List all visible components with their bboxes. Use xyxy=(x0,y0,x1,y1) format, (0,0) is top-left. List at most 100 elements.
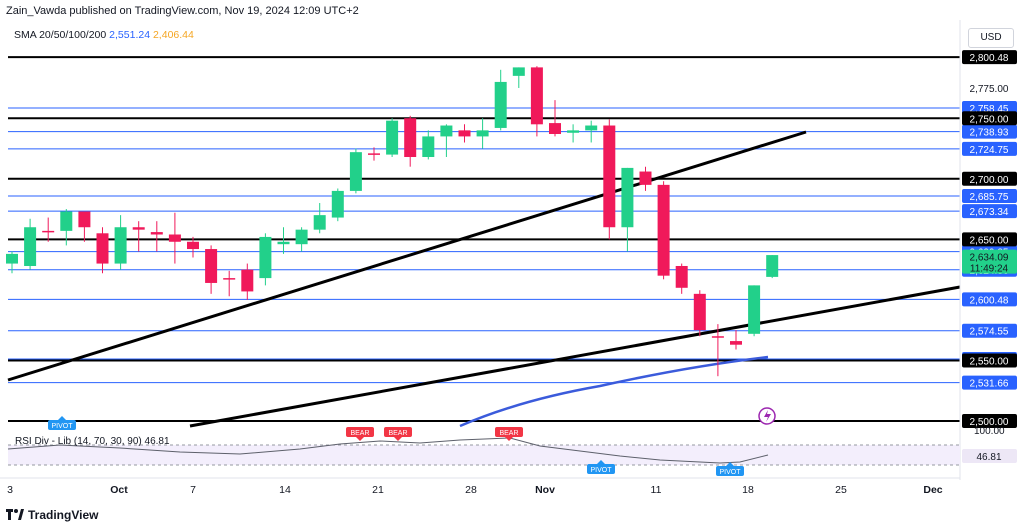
current-price-bg xyxy=(962,249,1017,274)
rsi-pivot-badge-2-text: PIVOT xyxy=(719,469,741,476)
rsi-pivot-top-badge: PIVOT xyxy=(48,416,76,430)
x-tick-4: 21 xyxy=(372,484,384,496)
level-label-blue-8: 2,574.55 xyxy=(970,327,1009,338)
candle-30 xyxy=(549,100,561,137)
publisher-line: Zain_Vawda published on TradingView.com,… xyxy=(6,5,359,17)
candle-23 xyxy=(422,130,435,160)
candle-body-24 xyxy=(440,125,453,137)
candle-18 xyxy=(331,188,344,222)
level-label-blue-0: 2,758.45 xyxy=(970,104,1009,115)
candle-40 xyxy=(730,330,742,350)
candle-1 xyxy=(24,218,37,270)
candle-body-14 xyxy=(259,236,272,279)
candle-body-25 xyxy=(458,130,471,137)
candle-10 xyxy=(187,236,199,258)
level-label-black-4-bg xyxy=(962,353,1017,368)
candle-body-6 xyxy=(114,227,127,264)
candle-21 xyxy=(386,118,399,158)
candle-35 xyxy=(639,166,652,191)
candle-body-27 xyxy=(494,81,507,128)
rsi-current-label: 46.81 xyxy=(976,452,1001,463)
level-label-black-5-bg xyxy=(962,414,1017,428)
candle-6 xyxy=(114,215,127,270)
sma-200-line xyxy=(459,355,769,428)
x-tick-3: 14 xyxy=(279,484,291,496)
candle-body-8 xyxy=(150,232,163,235)
upper-trendline xyxy=(7,130,807,382)
x-tick-1: Oct xyxy=(110,484,128,496)
x-tick-2: 7 xyxy=(190,484,196,496)
level-label-blue-4: 2,673.34 xyxy=(970,207,1009,218)
level-label-black-0: 2,800.48 xyxy=(970,53,1009,64)
candle-body-10 xyxy=(187,241,199,250)
level-label-black-1-bg xyxy=(962,111,1017,126)
candle-body-32 xyxy=(585,125,598,131)
rsi-top-label: 100.00 xyxy=(974,426,1005,437)
rsi-pivot-badge-1: PIVOT xyxy=(587,460,615,474)
candle-0 xyxy=(6,251,18,274)
rsi-bear-badge-3-text: BEAR xyxy=(499,430,518,437)
horizontal-levels xyxy=(8,56,960,422)
candle-25 xyxy=(458,124,471,143)
candle-body-12 xyxy=(223,278,236,280)
level-label-blue-1: 2,738.93 xyxy=(970,128,1009,139)
level-label-black-2-bg xyxy=(962,171,1017,186)
x-tick-10: Dec xyxy=(923,484,942,496)
candle-32 xyxy=(585,120,598,143)
candle-5 xyxy=(96,227,109,274)
sma-legend[interactable]: SMA 20/50/100/200 2,551.24 2,406.44 xyxy=(14,29,194,41)
candle-body-11 xyxy=(205,249,218,283)
level-label-blue-8-bg xyxy=(962,323,1017,338)
candle-body-5 xyxy=(96,233,109,264)
candle-29 xyxy=(530,66,543,137)
candle-9 xyxy=(168,212,181,264)
rsi-bear-badge-1-text: BEAR xyxy=(350,430,369,437)
sma-value-1: 2,551.24 xyxy=(109,29,151,41)
candle-3 xyxy=(60,209,73,246)
rsi-pivot-top-badge-arrow xyxy=(58,416,66,420)
currency-button[interactable]: USD xyxy=(968,28,1014,48)
level-label-black-5: 2,500.00 xyxy=(970,417,1009,428)
rsi-bear-badge-2-arrow xyxy=(394,437,402,441)
rsi-bear-badge-2-bg xyxy=(384,427,412,437)
footer-brand: TradingView xyxy=(28,508,99,522)
level-label-blue-10-bg xyxy=(962,375,1017,390)
candle-19 xyxy=(349,148,362,194)
rsi-current-bg xyxy=(962,449,1017,463)
rsi-bear-badge-3-arrow xyxy=(505,437,513,441)
rsi-band xyxy=(8,445,960,465)
candle-4 xyxy=(78,211,91,242)
level-label-black-3-bg xyxy=(962,232,1017,247)
x-tick-7: 11 xyxy=(651,484,662,496)
level-label-black-0-bg xyxy=(962,50,1017,65)
candle-37 xyxy=(675,263,688,294)
candle-body-21 xyxy=(386,120,399,155)
candle-body-31 xyxy=(567,130,580,133)
level-label-black-4: 2,550.00 xyxy=(970,356,1009,367)
x-tick-8: 18 xyxy=(742,484,754,496)
rsi-bear-badge-1-bg xyxy=(346,427,374,437)
level-label-blue-2: 2,724.75 xyxy=(970,145,1009,156)
candle-body-34 xyxy=(621,167,634,228)
candle-15 xyxy=(277,227,290,254)
candle-body-40 xyxy=(730,341,742,345)
tradingview-logo-icon xyxy=(6,509,24,520)
rsi-pivot-top-badge-bg xyxy=(48,420,76,430)
level-label-blue-4-bg xyxy=(962,204,1017,219)
alert-icon[interactable] xyxy=(758,407,776,425)
rsi-bear-badge-3: BEAR xyxy=(495,427,523,441)
candle-7 xyxy=(132,221,145,252)
candle-body-26 xyxy=(476,130,489,137)
candle-16 xyxy=(295,227,308,252)
candle-body-39 xyxy=(711,336,724,338)
rsi-pivot-badge-1-text: PIVOT xyxy=(590,467,612,474)
candle-42 xyxy=(766,255,779,279)
rsi-line xyxy=(7,437,769,464)
x-tick-0: 3 xyxy=(7,484,13,496)
candle-body-1 xyxy=(24,227,37,266)
candle-body-23 xyxy=(422,136,435,158)
candle-12 xyxy=(223,270,236,297)
rsi-pivot-badge-2-bg xyxy=(716,466,744,476)
level-label-black-3: 2,650.00 xyxy=(970,235,1009,246)
